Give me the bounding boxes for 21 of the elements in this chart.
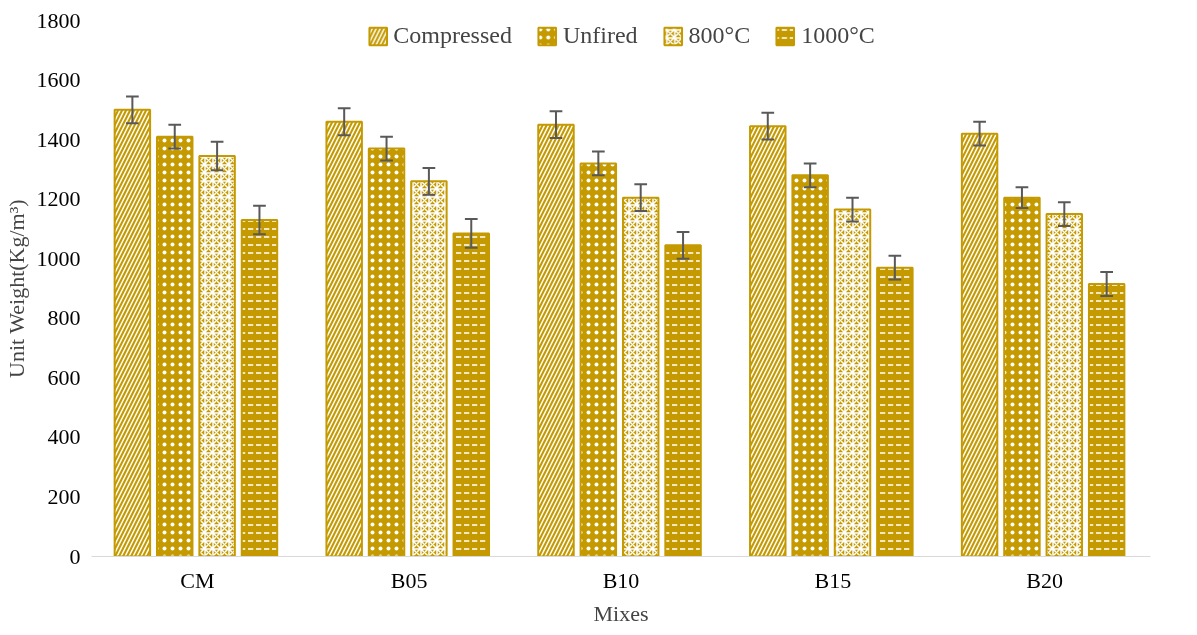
legend-label: 800°C xyxy=(688,22,751,49)
y-tick-label: 1800 xyxy=(36,7,81,33)
x-tick-label: B05 xyxy=(390,567,428,593)
y-tick-label: 1600 xyxy=(36,67,81,93)
y-tick-label: 1200 xyxy=(36,186,81,212)
y-tick-label: 0 xyxy=(69,543,81,569)
x-tick-label: B20 xyxy=(1026,567,1063,593)
y-tick-label: 800 xyxy=(47,305,81,331)
legend-label: 1000°C xyxy=(801,22,875,49)
x-tick-label: B15 xyxy=(814,567,852,593)
y-tick-label: 1400 xyxy=(36,126,81,152)
x-tick-label: CM xyxy=(180,567,215,593)
legend-label: Compressed xyxy=(393,22,512,49)
x-tick-label: B10 xyxy=(602,567,640,593)
y-tick-label: 400 xyxy=(47,424,81,450)
y-tick-label: 1000 xyxy=(36,245,81,271)
y-tick-label: 200 xyxy=(47,483,81,509)
y-tick-label: 600 xyxy=(47,364,81,390)
x-axis-title: Mixes xyxy=(593,600,649,626)
y-axis-title: Unit Weight(Kg/m³) xyxy=(3,199,29,378)
legend-label: Unfired xyxy=(562,22,638,49)
